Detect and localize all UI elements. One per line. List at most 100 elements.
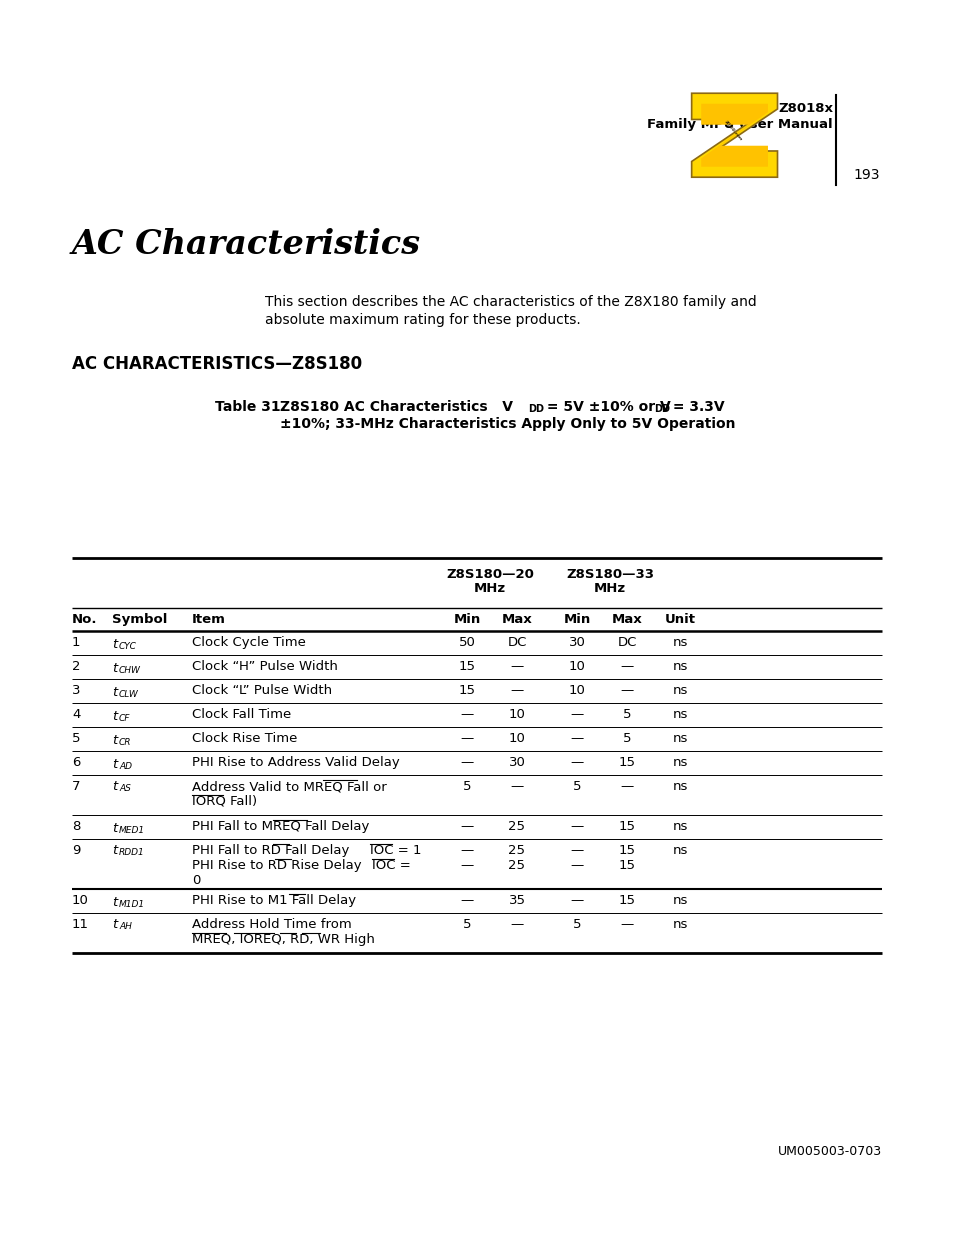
Text: = 3.3V: = 3.3V bbox=[667, 400, 724, 414]
Text: Clock Cycle Time: Clock Cycle Time bbox=[192, 636, 306, 650]
Text: 1: 1 bbox=[71, 636, 80, 650]
Text: Item: Item bbox=[192, 613, 226, 626]
Text: ns: ns bbox=[672, 756, 687, 769]
Text: —: — bbox=[570, 732, 583, 745]
Text: —: — bbox=[619, 918, 633, 931]
Text: 15: 15 bbox=[458, 684, 475, 697]
Text: UM005003-0703: UM005003-0703 bbox=[777, 1145, 882, 1158]
Text: t: t bbox=[112, 844, 117, 857]
Text: No.: No. bbox=[71, 613, 97, 626]
Text: ZILOG.com: ZILOG.com bbox=[722, 119, 741, 141]
Text: —: — bbox=[510, 781, 523, 793]
Text: 15: 15 bbox=[618, 756, 635, 769]
Text: 7: 7 bbox=[71, 781, 80, 793]
Text: CF: CF bbox=[119, 714, 131, 722]
Text: —: — bbox=[510, 659, 523, 673]
Text: RDD1: RDD1 bbox=[119, 848, 145, 857]
Text: 6: 6 bbox=[71, 756, 80, 769]
Text: This section describes the AC characteristics of the Z8X180 family and: This section describes the AC characteri… bbox=[265, 295, 756, 309]
Text: ns: ns bbox=[672, 918, 687, 931]
Text: 50: 50 bbox=[458, 636, 475, 650]
Text: t: t bbox=[112, 710, 117, 722]
Text: 5: 5 bbox=[71, 732, 80, 745]
Text: M1D1: M1D1 bbox=[119, 900, 145, 909]
Text: —: — bbox=[460, 708, 473, 721]
Text: Unit: Unit bbox=[664, 613, 695, 626]
Text: 9: 9 bbox=[71, 844, 80, 857]
Text: 15: 15 bbox=[618, 894, 635, 906]
Text: ns: ns bbox=[672, 684, 687, 697]
Text: 15: 15 bbox=[458, 659, 475, 673]
Text: = 5V ±10% or V: = 5V ±10% or V bbox=[541, 400, 670, 414]
Text: ns: ns bbox=[672, 732, 687, 745]
Text: Z8018x: Z8018x bbox=[778, 103, 832, 115]
Text: AD: AD bbox=[119, 762, 132, 771]
Text: AH: AH bbox=[119, 923, 132, 931]
Text: —: — bbox=[460, 820, 473, 832]
Text: ns: ns bbox=[672, 894, 687, 906]
Text: Z8S180 AC Characteristics   V: Z8S180 AC Characteristics V bbox=[280, 400, 513, 414]
Text: Clock Fall Time: Clock Fall Time bbox=[192, 708, 291, 721]
Text: —: — bbox=[460, 894, 473, 906]
Text: ns: ns bbox=[672, 820, 687, 832]
Text: 10: 10 bbox=[568, 684, 585, 697]
Text: MREQ, IOREQ, RD, WR High: MREQ, IOREQ, RD, WR High bbox=[192, 932, 375, 946]
Text: 5: 5 bbox=[622, 708, 631, 721]
Text: —: — bbox=[619, 781, 633, 793]
Text: t: t bbox=[112, 897, 117, 909]
Text: ±10%; 33-MHz Characteristics Apply Only to 5V Operation: ±10%; 33-MHz Characteristics Apply Only … bbox=[280, 417, 735, 431]
Text: MHz: MHz bbox=[474, 582, 505, 595]
Text: Address Valid to MREQ Fall or: Address Valid to MREQ Fall or bbox=[192, 781, 386, 793]
Text: MHz: MHz bbox=[594, 582, 625, 595]
Text: t: t bbox=[112, 662, 117, 676]
Text: 30: 30 bbox=[568, 636, 585, 650]
Text: t: t bbox=[112, 781, 117, 793]
Text: 10: 10 bbox=[71, 894, 89, 906]
Text: IOC = 1: IOC = 1 bbox=[370, 844, 421, 857]
Text: 5: 5 bbox=[462, 918, 471, 931]
Polygon shape bbox=[691, 94, 777, 178]
Text: PHI Rise to RD Rise Delay: PHI Rise to RD Rise Delay bbox=[192, 860, 361, 872]
Text: DC: DC bbox=[507, 636, 526, 650]
Text: Max: Max bbox=[611, 613, 641, 626]
Text: ns: ns bbox=[672, 781, 687, 793]
Text: Table 31.: Table 31. bbox=[214, 400, 286, 414]
Text: 3: 3 bbox=[71, 684, 80, 697]
Text: Z8S180—33: Z8S180—33 bbox=[565, 568, 654, 580]
Text: —: — bbox=[570, 860, 583, 872]
Text: Clock Rise Time: Clock Rise Time bbox=[192, 732, 297, 745]
Text: —: — bbox=[460, 732, 473, 745]
Text: DD: DD bbox=[654, 404, 669, 414]
Text: Address Hold Time from: Address Hold Time from bbox=[192, 918, 352, 931]
Text: AS: AS bbox=[119, 784, 131, 793]
Text: PHI Rise to Address Valid Delay: PHI Rise to Address Valid Delay bbox=[192, 756, 399, 769]
Text: CYC: CYC bbox=[119, 642, 136, 651]
Text: 10: 10 bbox=[568, 659, 585, 673]
Text: t: t bbox=[112, 758, 117, 771]
Text: 25: 25 bbox=[508, 844, 525, 857]
Polygon shape bbox=[700, 104, 767, 167]
Text: —: — bbox=[619, 684, 633, 697]
Text: t: t bbox=[112, 823, 117, 835]
Text: Clock “H” Pulse Width: Clock “H” Pulse Width bbox=[192, 659, 337, 673]
Text: Family MPU User Manual: Family MPU User Manual bbox=[647, 119, 832, 131]
Text: —: — bbox=[460, 844, 473, 857]
Text: Symbol: Symbol bbox=[112, 613, 167, 626]
Text: CR: CR bbox=[119, 739, 132, 747]
Text: absolute maximum rating for these products.: absolute maximum rating for these produc… bbox=[265, 312, 580, 327]
Text: ns: ns bbox=[672, 844, 687, 857]
Text: IORQ Fall): IORQ Fall) bbox=[192, 795, 257, 808]
Text: —: — bbox=[570, 894, 583, 906]
Text: DC: DC bbox=[617, 636, 636, 650]
Text: —: — bbox=[570, 820, 583, 832]
Text: AC CHARACTERISTICS—Z8S180: AC CHARACTERISTICS—Z8S180 bbox=[71, 354, 362, 373]
Text: 5: 5 bbox=[572, 781, 580, 793]
Text: 15: 15 bbox=[618, 860, 635, 872]
Text: ns: ns bbox=[672, 659, 687, 673]
Text: CHW: CHW bbox=[119, 666, 141, 676]
Text: 25: 25 bbox=[508, 820, 525, 832]
Text: IOC =: IOC = bbox=[372, 860, 411, 872]
Text: —: — bbox=[619, 659, 633, 673]
Text: Min: Min bbox=[563, 613, 590, 626]
Text: 2: 2 bbox=[71, 659, 80, 673]
